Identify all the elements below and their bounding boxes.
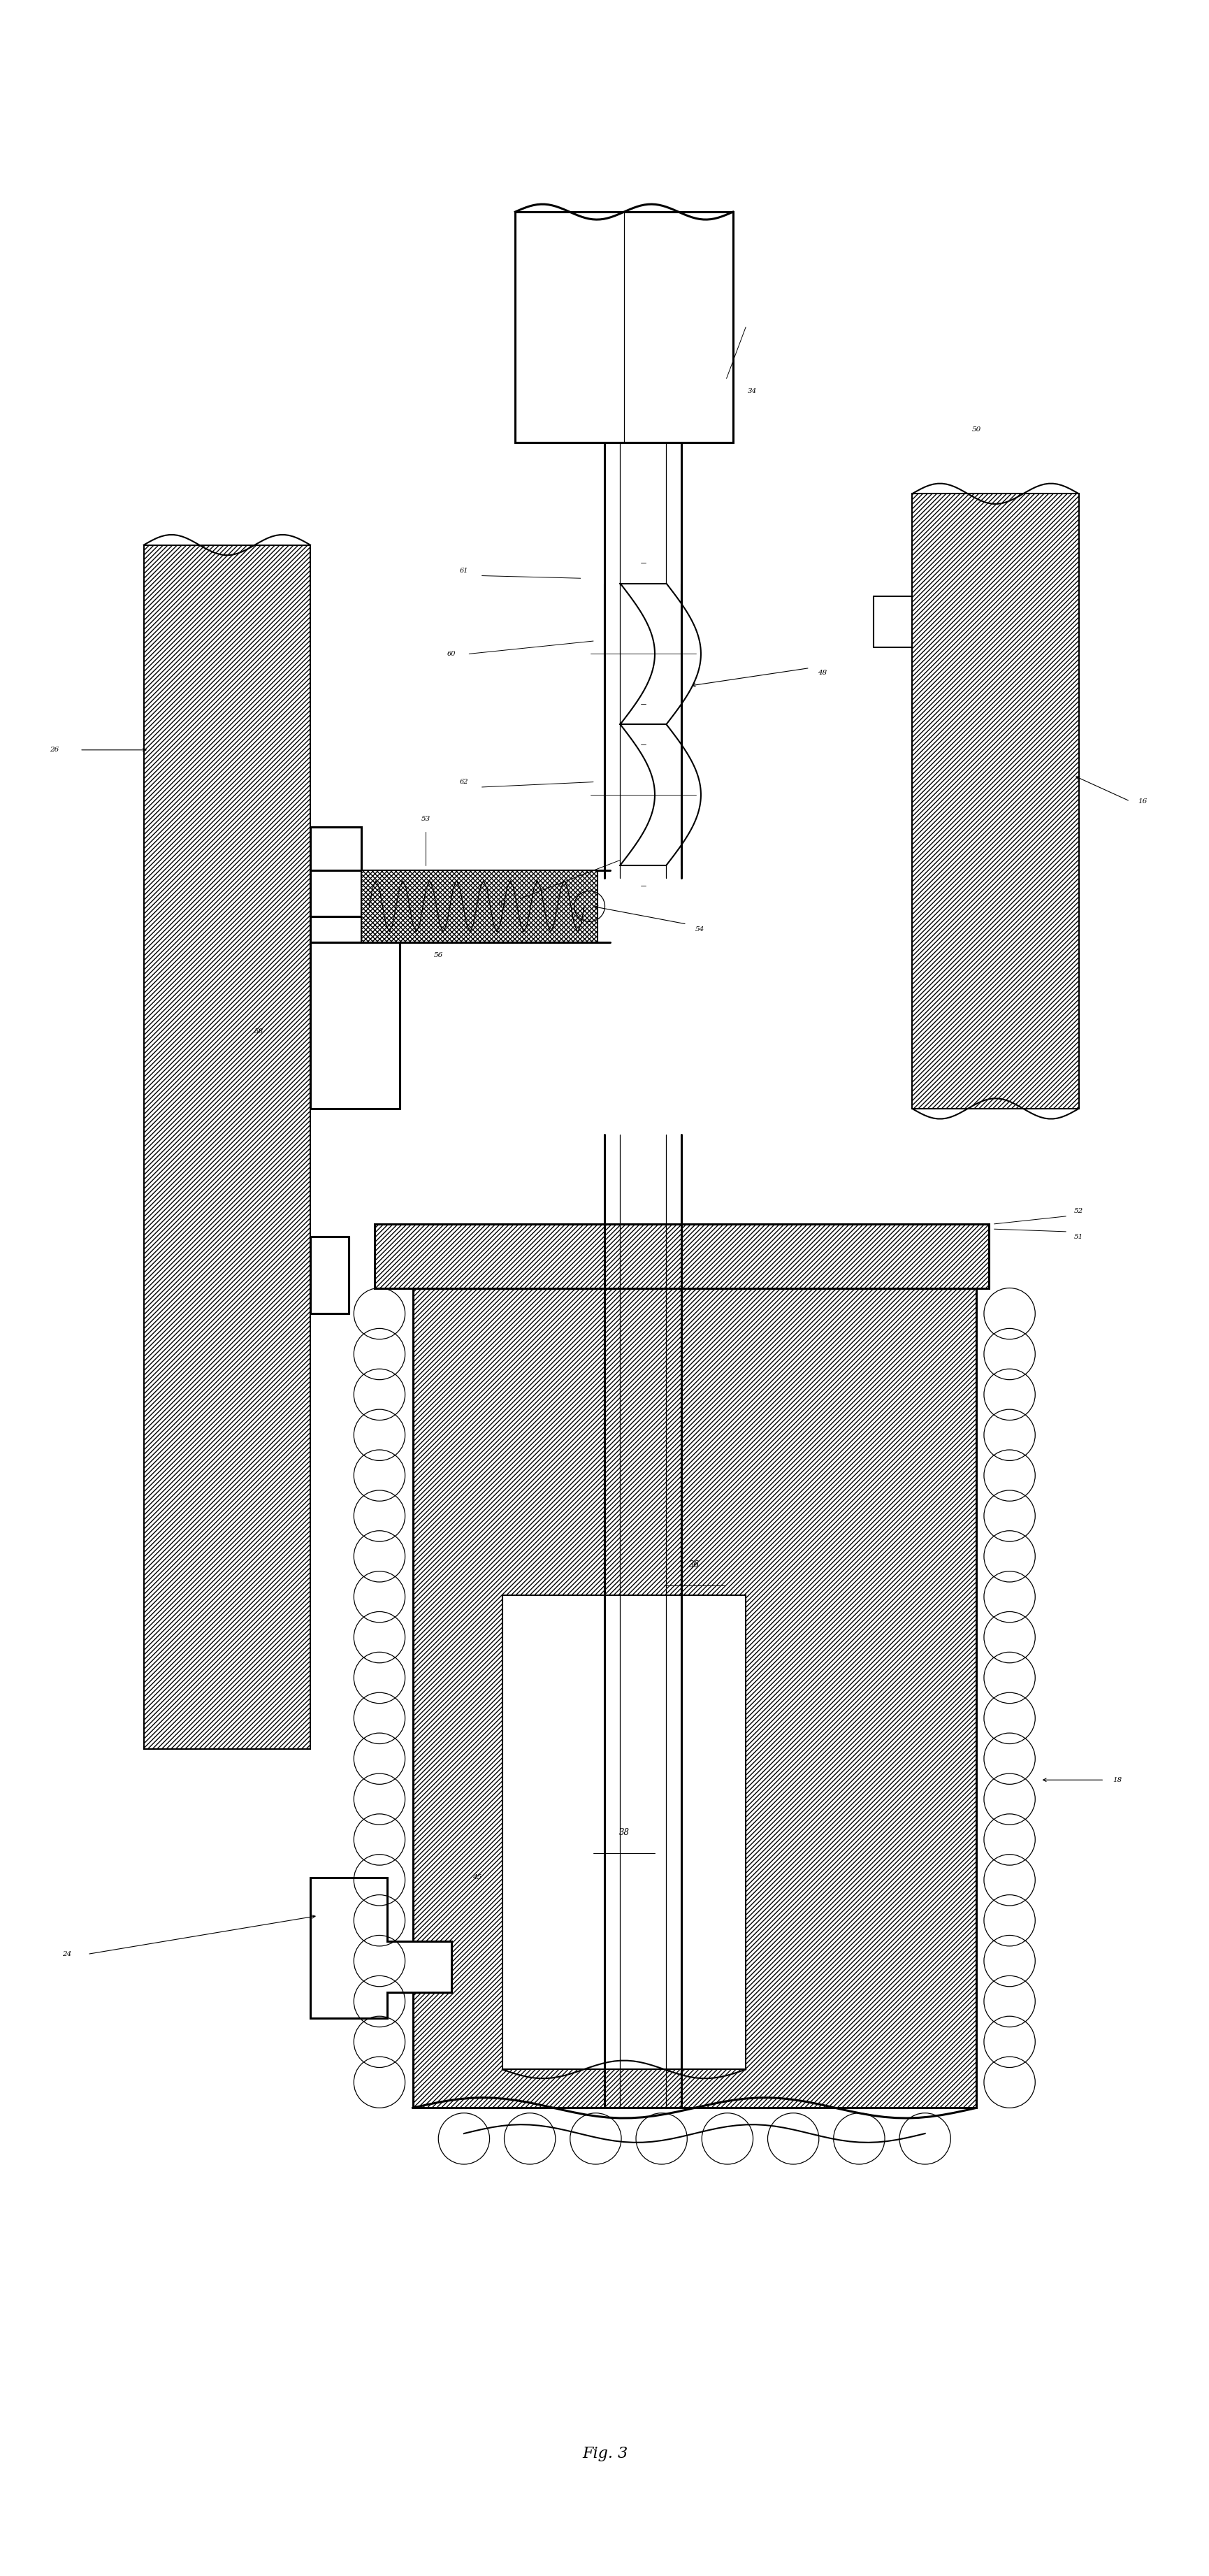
Text: 63: 63 [498, 902, 507, 907]
Text: 16: 16 [1138, 799, 1146, 804]
Text: 60: 60 [446, 652, 456, 657]
Text: 26: 26 [50, 747, 59, 752]
Text: 61: 61 [459, 567, 468, 574]
Polygon shape [620, 582, 700, 724]
Bar [374, 1224, 989, 1288]
Text: 24: 24 [63, 1950, 71, 1958]
Text: 36: 36 [689, 1561, 699, 1569]
Text: 58: 58 [254, 1028, 264, 1036]
Text: Fig. 3: Fig. 3 [582, 2447, 627, 2463]
Polygon shape [620, 724, 700, 866]
Text: 48: 48 [817, 670, 827, 677]
Bar [412, 1288, 976, 2107]
Text: 56: 56 [434, 951, 442, 958]
Text: 53: 53 [421, 817, 430, 822]
Text: 18: 18 [1112, 1777, 1121, 1783]
Text: 51: 51 [1074, 1234, 1083, 1239]
Bar [144, 546, 310, 1749]
Text: 52: 52 [1074, 1208, 1083, 1213]
Text: 45: 45 [472, 1875, 481, 1880]
Polygon shape [310, 827, 361, 917]
Text: 34: 34 [747, 389, 757, 394]
Bar [361, 871, 597, 943]
Polygon shape [310, 1236, 348, 1314]
Text: 38: 38 [619, 1829, 629, 1837]
Bar [515, 211, 733, 443]
Text: 54: 54 [695, 927, 704, 933]
Text: 50: 50 [971, 428, 980, 433]
Polygon shape [310, 1878, 451, 2017]
Bar [502, 1595, 745, 2069]
Bar [310, 943, 400, 1108]
Text: 62: 62 [459, 778, 468, 786]
Bar [912, 495, 1078, 1108]
